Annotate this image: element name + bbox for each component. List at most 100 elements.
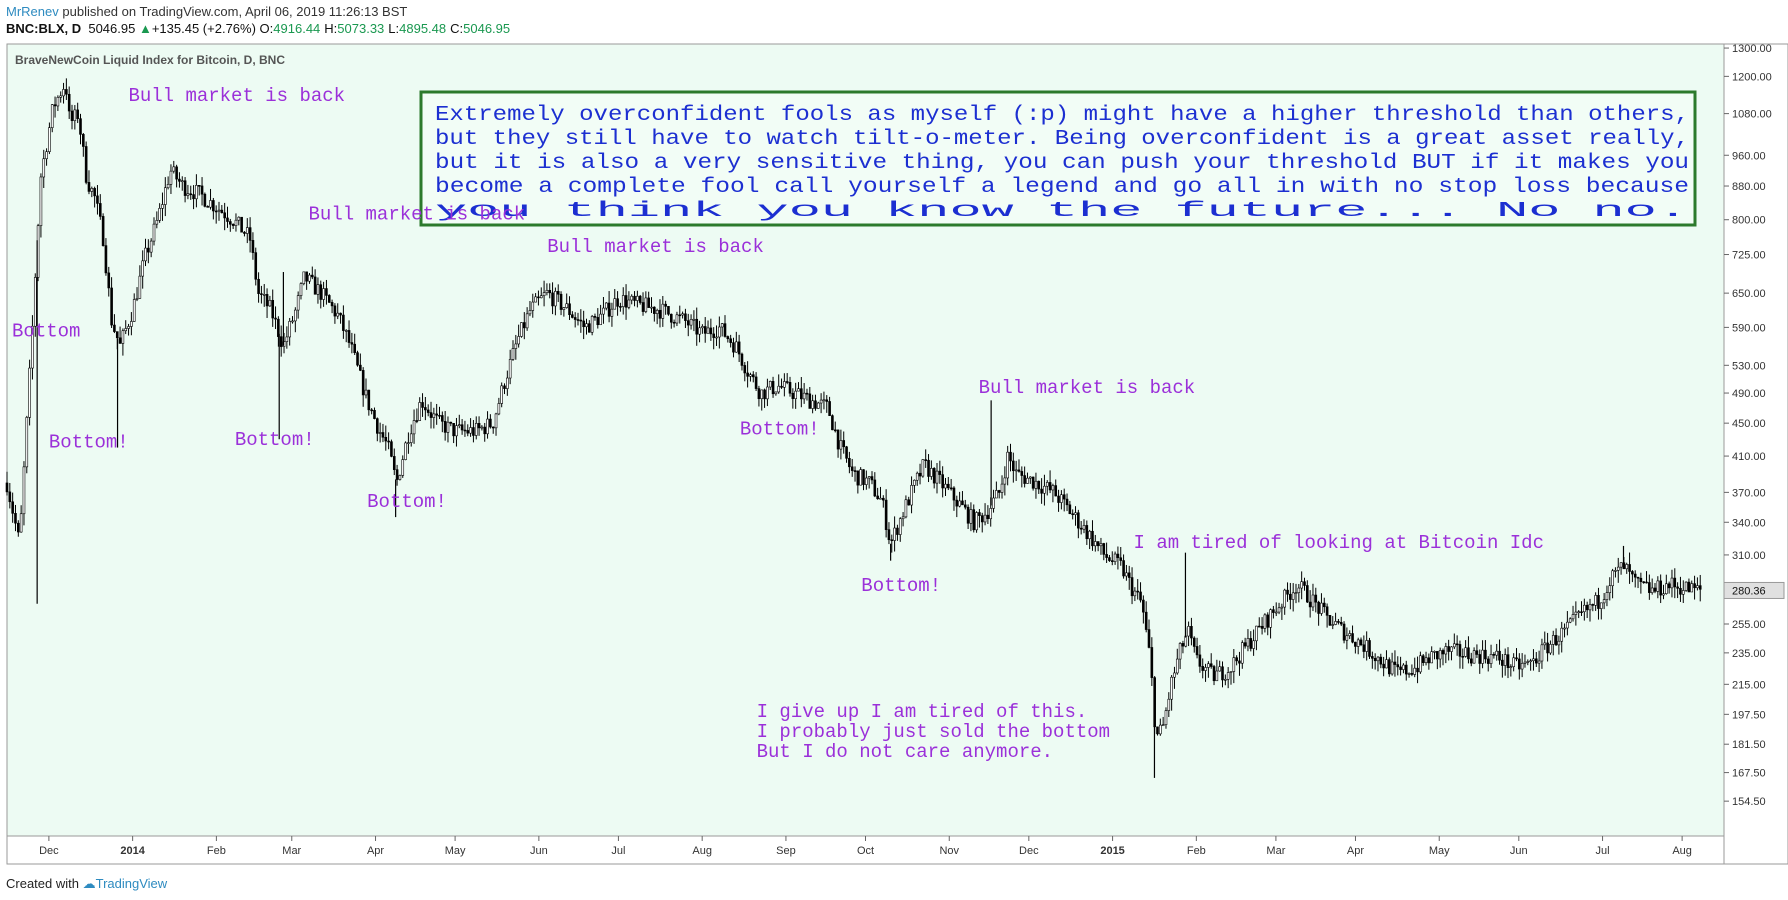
candle-body [800,388,803,400]
candle-body [1656,580,1660,592]
candle-body [1585,604,1589,611]
candle-body [661,303,665,319]
candle-body [231,223,235,226]
candle-body [1037,480,1041,490]
candle-body [73,109,77,121]
candle-body [206,206,210,208]
candle-body [1031,476,1035,489]
candle-body [684,313,687,321]
candle-body [986,514,990,520]
last-price-tag-label: 280.36 [1732,585,1766,597]
candle-body [1156,726,1159,735]
author-link[interactable]: MrRenev [6,4,59,19]
candle-body [166,184,170,189]
price-change: +135.45 (+2.76%) [151,21,256,36]
y-tick-label: 960.00 [1732,150,1766,162]
candle-body [291,320,294,323]
candle-body [1328,615,1332,626]
candle-body [426,409,430,413]
candle-body [698,327,701,335]
x-tick-label: Feb [207,845,226,857]
candle-body [288,320,291,338]
candle-body [25,417,29,468]
candle-body [1175,658,1179,674]
candle-body [1546,642,1549,654]
candle-body [833,429,837,432]
candle-body [935,470,939,484]
candle-body [1560,627,1564,642]
candle-body [455,425,458,437]
candle-body [373,410,376,419]
candle-body [797,388,800,392]
candle-body [588,323,591,333]
candle-body [1354,641,1357,647]
candle-body [1549,644,1552,654]
candle-body [638,295,642,303]
candle-body [1071,513,1074,516]
candle-body [172,166,176,172]
candle-body [1540,644,1544,662]
candle-body [1698,585,1702,590]
candle-body [491,426,495,429]
candle-body [1334,621,1337,625]
candle-body [771,381,775,395]
candle-body [664,303,667,307]
candle-body [237,216,241,221]
chart-title: BraveNewCoin Liquid Index for Bitcoin, D… [15,53,285,67]
tradingview-logo-icon[interactable]: ☁ [82,876,96,891]
candle-body [1503,654,1507,666]
candle-body [1583,604,1586,613]
candle-body [763,389,766,400]
candle-body [1484,649,1487,660]
tradingview-link[interactable]: TradingView [95,876,168,891]
candle-body [1068,504,1072,515]
candle-body [1003,477,1007,485]
y-axis-area[interactable] [1723,43,1788,865]
candle-body [910,485,913,506]
candle-body [531,301,535,311]
candle-body [130,321,133,327]
candle-body [961,500,964,506]
candle-body [1348,633,1352,637]
candle-body [1300,581,1303,589]
chart-annotation: Bottom! [49,432,129,454]
candle-body [966,506,970,524]
candle-body [715,336,718,339]
candle-body [169,170,173,185]
spikes-group [36,240,1625,778]
candle-body [777,385,781,393]
candle-body [1192,637,1196,647]
candle-body [1317,601,1320,614]
candle-body [915,472,919,481]
close-value: 5046.95 [463,21,511,36]
candle-body [141,260,144,277]
candle-body [703,326,707,334]
candle-body [1274,611,1278,614]
candle-body [1337,621,1340,623]
candle-body [1534,658,1538,664]
candle-body [17,522,20,533]
candle-body [212,200,215,212]
y-tick-label: 450.00 [1732,418,1766,430]
note-box-frame[interactable] [419,90,1697,227]
candle-body [1390,661,1394,675]
candle-body [641,302,645,312]
candle-body [1599,602,1603,609]
candle-body [364,389,368,396]
candle-body [506,377,509,389]
candle-body [412,420,416,435]
candle-body [774,391,778,395]
candle-body [93,188,96,197]
candle-body [1286,589,1289,595]
candle-body [1492,654,1496,656]
candle-body [163,187,167,205]
candle-body [144,247,147,262]
candle-body [1404,664,1408,675]
candle-body [1314,594,1318,603]
candle-body [726,336,730,340]
candle-body [737,341,741,355]
candle-body [1150,647,1154,678]
candle-body [271,299,275,319]
candle-body [1441,650,1445,655]
